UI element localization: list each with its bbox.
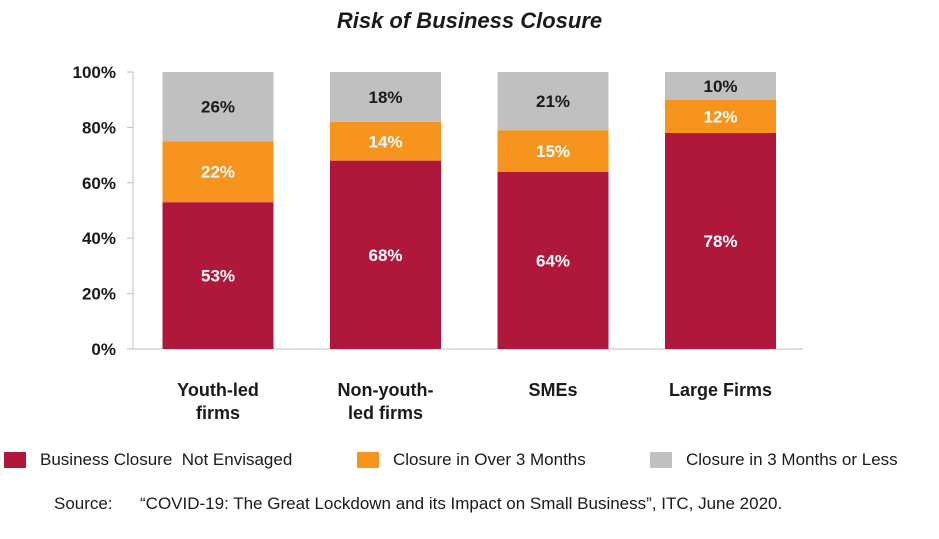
data-label: 68% (368, 246, 402, 265)
y-tick-label: 20% (82, 285, 116, 304)
y-tick-label: 80% (82, 118, 116, 137)
legend-swatch-not-envisaged (4, 452, 26, 468)
legend-label-not-envisaged: Business Closure Not Envisaged (40, 450, 293, 469)
bar-segment (162, 141, 274, 203)
legend-label-over-3-months: Closure in Over 3 Months (393, 450, 586, 469)
stacked-bar-chart: 0% 20% 40% 60% 80% 100% 53% 22% 26% Youth-led firm… (73, 63, 803, 423)
data-label: 15% (536, 142, 570, 161)
bar-segment (330, 72, 441, 122)
bar-segment (665, 132, 776, 349)
legend-swatch-3-months-or-less (650, 452, 672, 468)
legend-item-over-3-months: Closure in Over 3 Months (357, 450, 586, 470)
bar-segment (162, 202, 274, 349)
x-tick-label: Non-youth- (338, 380, 434, 400)
source-label: Source: (54, 494, 113, 513)
data-label: 64% (536, 251, 570, 270)
bar-segment (497, 130, 609, 172)
data-label: 14% (368, 132, 402, 151)
legend: Business Closure Not Envisaged Closure i… (0, 450, 939, 474)
legend-item-not-envisaged: Business Closure Not Envisaged (4, 450, 292, 470)
bar-segment (330, 160, 441, 349)
bar-segment (330, 121, 441, 161)
chart-title: Risk of Business Closure (336, 8, 603, 33)
data-label: 12% (703, 107, 737, 126)
x-tick-label: led firms (348, 403, 423, 423)
data-label: 53% (201, 267, 235, 286)
bar-segment (497, 72, 609, 131)
y-tick-label: 0% (91, 340, 116, 359)
bar-segment (665, 99, 776, 133)
bar-segment (665, 72, 776, 100)
data-label: 18% (368, 88, 402, 107)
bar-segment (162, 72, 274, 142)
y-tick-label: 60% (82, 174, 116, 193)
data-label: 10% (703, 77, 737, 96)
data-label: 26% (201, 98, 235, 117)
x-tick-label: Large Firms (669, 380, 772, 400)
legend-swatch-over-3-months (357, 452, 379, 468)
source-text: “COVID-19: The Great Lockdown and its Im… (140, 494, 783, 513)
source-note: Source: “COVID-19: The Great Lockdown and… (54, 494, 782, 514)
y-tick-label: 100% (73, 63, 116, 82)
x-tick-label: firms (196, 403, 240, 423)
legend-item-3-months-or-less: Closure in 3 Months or Less (650, 450, 898, 470)
data-label: 22% (201, 163, 235, 182)
y-tick-label: 40% (82, 229, 116, 248)
data-label: 78% (703, 232, 737, 251)
x-tick-label: Youth-led (177, 380, 259, 400)
data-label: 21% (536, 92, 570, 111)
bar-segment (497, 171, 609, 349)
x-tick-label: SMEs (528, 380, 577, 400)
legend-label-3-months-or-less: Closure in 3 Months or Less (686, 450, 898, 469)
